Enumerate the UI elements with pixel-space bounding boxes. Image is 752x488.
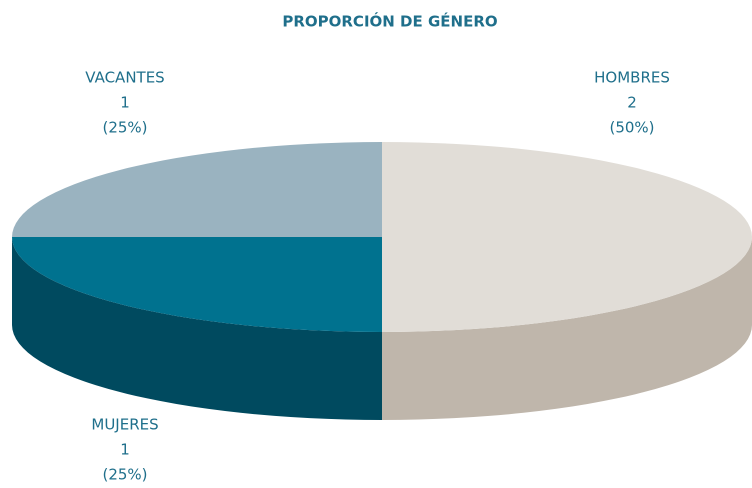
slice-label: VACANTES — [85, 69, 164, 87]
slice — [12, 142, 382, 237]
slice-label: HOMBRES — [594, 69, 670, 87]
slice-side — [12, 237, 382, 420]
slice-side — [382, 237, 752, 420]
slice-value: 1 — [120, 94, 130, 112]
slice-value: 2 — [627, 94, 637, 112]
slice-label: MUJERES — [91, 416, 158, 434]
slice — [382, 142, 752, 332]
slice — [12, 237, 382, 332]
slice-value: 1 — [120, 441, 130, 459]
slice-percent: (25%) — [102, 466, 147, 484]
slice-percent: (50%) — [609, 119, 654, 137]
slice-percent: (25%) — [102, 119, 147, 137]
chart-title: PROPORCIÓN DE GÉNERO — [282, 12, 497, 31]
